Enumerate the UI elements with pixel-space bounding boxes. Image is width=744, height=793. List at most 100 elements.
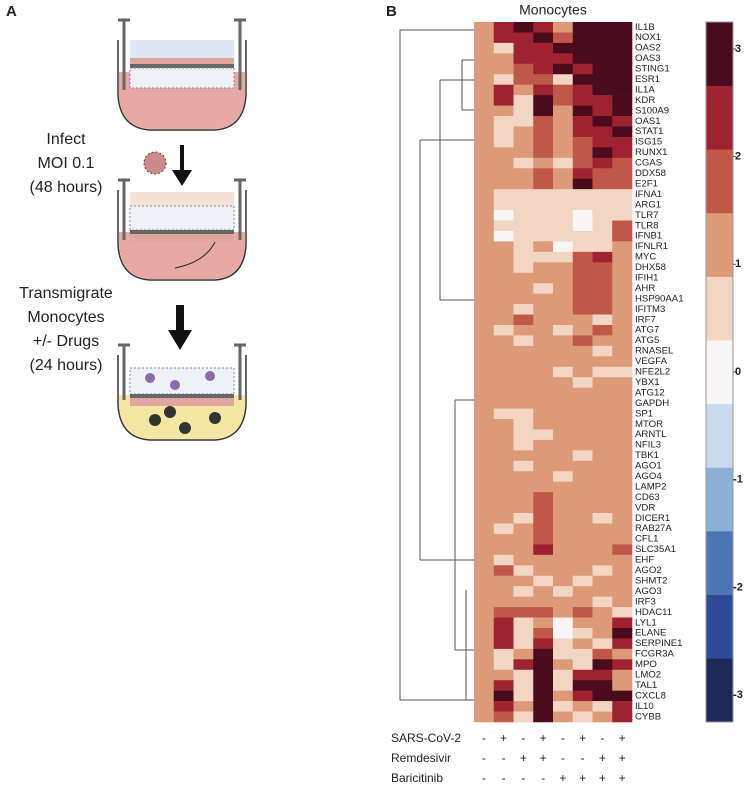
heatmap-cell bbox=[572, 126, 593, 138]
row-label: MTOR bbox=[635, 419, 663, 430]
heatmap-cell bbox=[533, 481, 554, 493]
heatmap-cell bbox=[474, 460, 495, 472]
heatmap-cell bbox=[513, 366, 534, 378]
heatmap-cell bbox=[533, 220, 554, 232]
heatmap-cell bbox=[474, 471, 495, 483]
heatmap-cell bbox=[513, 439, 534, 451]
row-label: CD63 bbox=[635, 492, 660, 503]
heatmap-cell bbox=[533, 439, 554, 451]
condition-symbol: - bbox=[502, 771, 506, 785]
heatmap-cell bbox=[513, 230, 534, 242]
heatmap-cell bbox=[553, 251, 574, 263]
heatmap-cell bbox=[612, 419, 633, 430]
heatmap-cell bbox=[553, 669, 574, 681]
heatmap-cell bbox=[553, 596, 574, 608]
heatmap-cell bbox=[474, 345, 495, 357]
heatmap-cell bbox=[612, 544, 633, 556]
colorbar-tick-label: 1 bbox=[735, 258, 741, 270]
heatmap-cell bbox=[493, 53, 514, 65]
heatmap-cell bbox=[533, 669, 554, 681]
heatmap-cell bbox=[612, 617, 633, 629]
row-label: IL10 bbox=[635, 701, 654, 712]
heatmap-cell bbox=[474, 419, 495, 430]
heatmap-cell bbox=[474, 638, 495, 650]
row-label: MYC bbox=[635, 252, 656, 263]
heatmap-cell bbox=[533, 554, 554, 566]
condition-symbol: - bbox=[521, 771, 525, 785]
heatmap-cell bbox=[493, 314, 514, 326]
heatmap-cell bbox=[474, 126, 495, 138]
heatmap-cell bbox=[592, 669, 613, 681]
heatmap-cell bbox=[493, 554, 514, 566]
row-label: IRF7 bbox=[635, 314, 656, 325]
heatmap-cell bbox=[513, 429, 534, 441]
condition-symbol: - bbox=[600, 731, 604, 745]
heatmap-cell bbox=[572, 230, 593, 242]
heatmap-cell bbox=[592, 690, 613, 702]
heatmap-cell bbox=[533, 690, 554, 702]
heatmap-cell bbox=[493, 533, 514, 545]
heatmap-cell bbox=[592, 596, 613, 608]
heatmap-cell bbox=[612, 304, 633, 315]
heatmap-cell bbox=[553, 690, 574, 702]
heatmap-cell bbox=[474, 314, 495, 326]
heatmap-cell bbox=[592, 304, 613, 315]
heatmap-cell bbox=[572, 419, 593, 430]
heatmap-cell bbox=[474, 178, 495, 190]
heatmap-cell bbox=[572, 189, 593, 200]
heatmap-cell bbox=[572, 314, 593, 326]
heatmap-cell bbox=[572, 42, 593, 54]
heatmap-cell bbox=[493, 230, 514, 242]
heatmap-cell bbox=[493, 659, 514, 671]
condition-symbol: - bbox=[541, 771, 545, 785]
heatmap-cell bbox=[474, 157, 495, 169]
heatmap-cell bbox=[533, 63, 554, 75]
colorbar-tick-label: 2 bbox=[735, 151, 741, 163]
heatmap-cell bbox=[592, 627, 613, 639]
heatmap-cell bbox=[533, 659, 554, 671]
colorbar-band bbox=[706, 22, 733, 86]
virus-icon bbox=[143, 151, 167, 175]
heatmap-cell bbox=[513, 304, 534, 315]
heatmap-cell bbox=[553, 241, 574, 253]
heatmap-cell bbox=[474, 377, 495, 388]
row-label: IRF3 bbox=[635, 596, 656, 607]
heatmap-cell bbox=[572, 617, 593, 629]
heatmap-cell bbox=[533, 533, 554, 545]
row-label: TLR8 bbox=[635, 220, 658, 231]
heatmap-cell bbox=[612, 199, 633, 211]
heatmap-cell bbox=[592, 199, 613, 211]
heatmap-cell bbox=[572, 669, 593, 681]
heatmap-cell bbox=[592, 648, 613, 660]
heatmap-cell bbox=[612, 596, 633, 608]
heatmap-cell bbox=[493, 460, 514, 472]
heatmap-cell bbox=[572, 251, 593, 263]
heatmap-cell bbox=[474, 711, 495, 723]
heatmap-cell bbox=[493, 377, 514, 388]
heatmap-cell bbox=[474, 596, 495, 608]
heatmap-cell bbox=[493, 648, 514, 660]
colorbar-band bbox=[706, 531, 733, 596]
heatmap-cell bbox=[513, 419, 534, 430]
heatmap-cell bbox=[592, 136, 613, 148]
heatmap-cell bbox=[612, 638, 633, 650]
heatmap-cell bbox=[474, 387, 495, 399]
colorbar-band bbox=[706, 85, 733, 150]
heatmap-cell bbox=[553, 533, 574, 545]
heatmap-cell bbox=[572, 22, 593, 33]
heatmap-cell bbox=[553, 680, 574, 691]
row-label: ESR1 bbox=[635, 74, 660, 85]
heatmap-cell bbox=[493, 335, 514, 347]
row-label: TAL1 bbox=[635, 680, 657, 691]
condition-label: Remdesivir bbox=[391, 751, 451, 765]
heatmap-cell bbox=[513, 262, 534, 274]
row-label: AGO4 bbox=[635, 471, 662, 482]
row-label: ARNTL bbox=[635, 429, 667, 440]
heatmap-cell bbox=[553, 63, 574, 75]
heatmap-cell bbox=[513, 189, 534, 200]
heatmap-cell bbox=[513, 481, 534, 493]
heatmap-cell bbox=[493, 283, 514, 294]
heatmap-cell bbox=[474, 408, 495, 420]
heatmap-cell bbox=[592, 22, 613, 33]
heatmap-cell bbox=[513, 711, 534, 723]
